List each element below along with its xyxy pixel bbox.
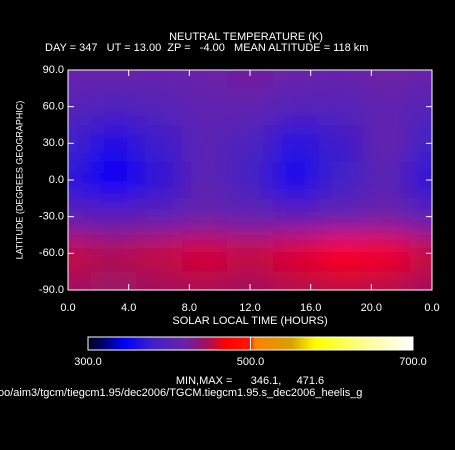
x-tick-label: 20.0 bbox=[361, 302, 382, 314]
heat-cell bbox=[227, 125, 274, 163]
y-tick-label: -90.0 bbox=[39, 284, 64, 296]
heat-cell bbox=[90, 198, 137, 236]
y-tick-label: -30.0 bbox=[39, 211, 64, 223]
colorbar-tick-label: 300.0 bbox=[74, 356, 102, 368]
x-tick-label: 0.0 bbox=[424, 302, 439, 314]
heat-cell bbox=[363, 235, 410, 273]
heat-cell bbox=[68, 125, 92, 163]
heat-cell bbox=[318, 88, 365, 126]
heat-cell bbox=[272, 125, 319, 163]
heat-cell bbox=[181, 161, 228, 199]
y-tick-label: 0.0 bbox=[49, 174, 64, 186]
heat-cell bbox=[181, 198, 228, 236]
heat-cell bbox=[318, 235, 365, 273]
heat-cell bbox=[272, 235, 319, 273]
heat-cell bbox=[181, 88, 228, 126]
heat-cell bbox=[90, 70, 137, 89]
x-tick-label: 12.0 bbox=[239, 302, 260, 314]
heat-cell bbox=[272, 198, 319, 236]
heat-cell bbox=[136, 161, 183, 199]
heat-cell bbox=[409, 161, 432, 199]
colorbar-tick-label: 500.0 bbox=[237, 356, 265, 368]
heat-cell bbox=[409, 125, 432, 163]
heat-cell bbox=[68, 198, 92, 236]
minmax-label: MIN,MAX = 346.1, 471.6 bbox=[176, 375, 324, 387]
heat-cell bbox=[363, 271, 410, 290]
file-path: oo/aim3/tgcm/tiegcm1.95/dec2006/TGCM.tie… bbox=[0, 387, 362, 399]
heat-cell bbox=[409, 235, 432, 273]
heat-cell bbox=[363, 125, 410, 163]
heat-cell bbox=[181, 235, 228, 273]
y-tick-label: -60.0 bbox=[39, 247, 64, 259]
heat-cell bbox=[409, 198, 432, 236]
heat-cell bbox=[318, 161, 365, 199]
heat-cell bbox=[181, 271, 228, 290]
heat-cell bbox=[272, 70, 319, 89]
heat-cell bbox=[136, 88, 183, 126]
x-axis-label: SOLAR LOCAL TIME (HOURS) bbox=[172, 315, 327, 327]
y-tick-label: 30.0 bbox=[43, 137, 64, 149]
heat-cell bbox=[136, 125, 183, 163]
heat-cell bbox=[136, 271, 183, 290]
heat-cell bbox=[227, 70, 274, 89]
heat-cell bbox=[363, 70, 410, 89]
x-tick-label: 8.0 bbox=[182, 302, 197, 314]
heat-cell bbox=[227, 235, 274, 273]
plot-area bbox=[68, 70, 432, 290]
heat-cell bbox=[318, 70, 365, 89]
heat-cell bbox=[409, 88, 432, 126]
y-axis-label: LATITUDE (DEGREES GEOGRAPHIC) bbox=[14, 101, 24, 260]
y-tick-label: 90.0 bbox=[43, 64, 64, 76]
heat-cell bbox=[68, 235, 92, 273]
x-tick-label: 16.0 bbox=[300, 302, 321, 314]
heat-cell bbox=[68, 88, 92, 126]
x-tick-label: 4.0 bbox=[121, 302, 136, 314]
heat-cell bbox=[136, 70, 183, 89]
heat-cell bbox=[272, 161, 319, 199]
heat-cell bbox=[227, 198, 274, 236]
x-tick-label: 0.0 bbox=[60, 302, 75, 314]
heat-cell bbox=[90, 235, 137, 273]
heat-cell bbox=[90, 88, 137, 126]
heat-cell bbox=[90, 271, 137, 290]
chart-title: NEUTRAL TEMPERATURE (K) bbox=[169, 31, 323, 43]
heat-cell bbox=[181, 125, 228, 163]
heat-cell bbox=[68, 161, 92, 199]
heat-cell bbox=[272, 88, 319, 126]
heat-cell bbox=[409, 70, 432, 89]
heat-cell bbox=[68, 70, 92, 89]
heat-cell bbox=[227, 88, 274, 126]
heat-cell bbox=[363, 161, 410, 199]
heat-cell bbox=[227, 271, 274, 290]
heat-cell bbox=[90, 161, 137, 199]
heat-cell bbox=[272, 271, 319, 290]
heat-cell bbox=[136, 198, 183, 236]
heat-cell bbox=[68, 271, 92, 290]
heat-cell bbox=[181, 70, 228, 89]
chart-subtitle: DAY = 347 UT = 13.00 ZP = -4.00 MEAN ALT… bbox=[45, 42, 368, 54]
heat-cell bbox=[318, 271, 365, 290]
heat-cell bbox=[363, 88, 410, 126]
heat-cell bbox=[363, 198, 410, 236]
heat-cell bbox=[409, 271, 432, 290]
heat-cell bbox=[318, 125, 365, 163]
heat-cell bbox=[136, 235, 183, 273]
colorbar-tick-label: 700.0 bbox=[399, 356, 427, 368]
heat-cell bbox=[318, 198, 365, 236]
heat-cell bbox=[90, 125, 137, 163]
heat-cell bbox=[227, 161, 274, 199]
y-tick-label: 60.0 bbox=[43, 101, 64, 113]
